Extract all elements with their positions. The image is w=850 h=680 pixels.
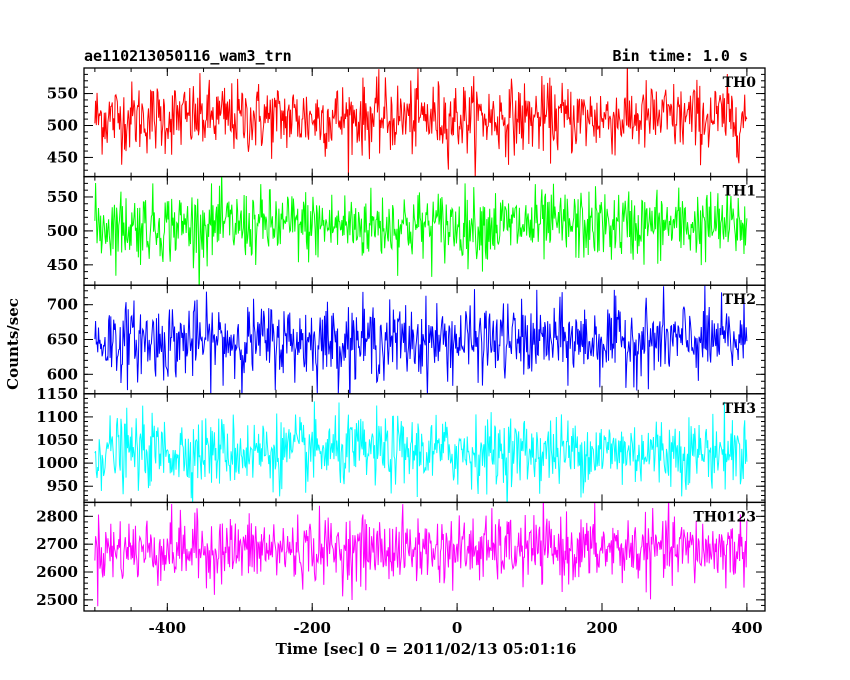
y-tick-label: 2600 bbox=[36, 563, 78, 581]
series-th2-line bbox=[94, 285, 748, 394]
series-th1-line bbox=[94, 176, 748, 286]
panel-label-th0: TH0 bbox=[723, 75, 757, 91]
chart-title-right: Bin time: 1.0 s bbox=[613, 47, 748, 65]
y-tick-label: 950 bbox=[47, 477, 78, 495]
x-tick-label: 400 bbox=[731, 619, 762, 637]
y-tick-label: 2800 bbox=[36, 507, 78, 525]
panel-frame bbox=[83, 67, 766, 178]
y-tick-label: 650 bbox=[47, 331, 78, 349]
panel-label-th3: TH3 bbox=[723, 401, 756, 417]
y-tick-label: 1000 bbox=[36, 454, 78, 472]
y-axis-label: Counts/sec bbox=[4, 298, 22, 390]
panel-frame bbox=[83, 501, 766, 612]
y-tick-label: 550 bbox=[47, 188, 78, 206]
y-tick-label: 450 bbox=[47, 256, 78, 274]
chart-title-left: ae110213050116_wam3_trn bbox=[84, 47, 292, 65]
x-tick-label: 0 bbox=[452, 619, 462, 637]
y-tick-label: 1150 bbox=[36, 385, 78, 403]
y-tick-label: 1100 bbox=[36, 408, 78, 426]
y-tick-label: 700 bbox=[47, 296, 78, 314]
y-tick-label: 500 bbox=[47, 222, 78, 240]
y-tick-label: 1050 bbox=[36, 431, 78, 449]
y-tick-label: 500 bbox=[47, 116, 78, 134]
series-th0-line bbox=[94, 68, 748, 177]
y-tick-label: 600 bbox=[47, 365, 78, 383]
y-tick-label: 2500 bbox=[36, 591, 78, 609]
x-tick-label: -400 bbox=[149, 619, 187, 637]
panel-label-th0123: TH0123 bbox=[693, 509, 756, 525]
x-axis-label: Time [sec] 0 = 2011/02/13 05:01:16 bbox=[276, 640, 577, 658]
panel-th3: 950 1000 1050 1100 1150 TH3 bbox=[36, 385, 766, 504]
panel-th1: 450 500 550 TH1 bbox=[47, 175, 766, 286]
y-tick-label: 450 bbox=[47, 148, 78, 166]
panel-th2: 600 650 700 TH2 bbox=[47, 284, 766, 395]
panel-label-th2: TH2 bbox=[723, 292, 756, 308]
x-axis: -400 -200 0 200 400 bbox=[149, 619, 763, 637]
panel-th0: 450 500 550 TH0 bbox=[47, 67, 766, 178]
panel-label-th1: TH1 bbox=[723, 184, 756, 200]
y-tick-label: 2700 bbox=[36, 535, 78, 553]
panel-th0123: 2500 2600 2700 2800 TH0123 bbox=[36, 501, 766, 612]
panels-group: 450 500 550 TH0 450 500 550 TH1 600 650 700 TH2 950 1… bbox=[36, 67, 766, 612]
x-tick-label: -200 bbox=[293, 619, 331, 637]
y-tick-label: 550 bbox=[47, 85, 78, 103]
x-tick-label: 200 bbox=[586, 619, 617, 637]
series-th0123-line bbox=[94, 502, 748, 607]
series-th3-line bbox=[94, 401, 748, 503]
